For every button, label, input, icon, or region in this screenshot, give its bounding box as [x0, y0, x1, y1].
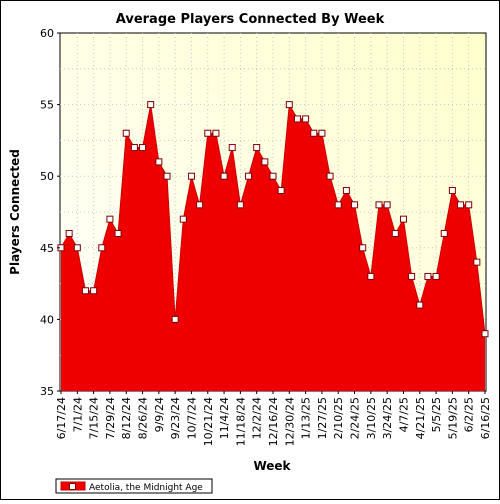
x-tick-label: 10/7/24 — [185, 397, 198, 439]
data-point-marker — [342, 187, 350, 195]
x-tick-label: 1/27/25 — [316, 397, 329, 439]
legend-marker-icon — [69, 483, 76, 490]
x-tick-label: 5/19/25 — [446, 397, 459, 439]
data-point-marker — [481, 330, 489, 338]
data-point-marker — [440, 229, 448, 237]
x-tick-label: 12/16/24 — [267, 397, 280, 446]
data-point-marker — [326, 172, 334, 180]
x-axis-label: Week — [253, 459, 291, 473]
data-point-marker — [383, 201, 391, 209]
data-point-marker — [285, 101, 293, 109]
data-point-marker — [465, 201, 473, 209]
data-point-marker — [351, 201, 359, 209]
x-tick-label: 11/4/24 — [218, 397, 231, 439]
data-point-marker — [253, 144, 261, 152]
y-tick-label: 35 — [40, 385, 54, 398]
x-tick-label: 12/30/24 — [283, 397, 296, 446]
data-point-marker — [122, 129, 130, 137]
data-point-marker — [73, 244, 81, 252]
x-tick-label: 6/2/25 — [463, 397, 476, 432]
data-point-marker — [90, 287, 98, 295]
data-point-marker — [220, 172, 228, 180]
x-tick-label: 2/24/25 — [349, 397, 362, 439]
y-axis-label: Players Connected — [8, 149, 22, 275]
series-layer — [57, 101, 489, 391]
x-tick-label: 8/26/24 — [137, 397, 150, 439]
y-tick-label: 40 — [40, 313, 54, 326]
data-point-marker — [334, 201, 342, 209]
x-tick-label: 6/16/25 — [479, 397, 492, 439]
data-point-marker — [432, 272, 440, 280]
data-point-marker — [448, 187, 456, 195]
data-point-marker — [98, 244, 106, 252]
data-point-marker — [171, 315, 179, 323]
x-tick-label: 4/21/25 — [414, 397, 427, 439]
data-point-marker — [302, 115, 310, 123]
data-point-marker — [147, 101, 155, 109]
y-tick-label: 55 — [40, 99, 54, 112]
data-point-marker — [106, 215, 114, 223]
x-tick-label: 7/1/24 — [71, 397, 84, 432]
legend-box — [55, 478, 213, 494]
x-tick-label: 12/2/24 — [251, 397, 264, 439]
x-tick-label: 3/10/25 — [365, 397, 378, 439]
data-point-marker — [245, 172, 253, 180]
data-point-marker — [293, 115, 301, 123]
data-point-marker — [457, 201, 465, 209]
x-tick-label: 11/18/24 — [234, 397, 247, 446]
data-point-marker — [81, 287, 89, 295]
x-tick-label: 5/5/25 — [430, 397, 443, 432]
data-point-marker — [318, 129, 326, 137]
data-point-marker — [196, 201, 204, 209]
legend-label: Aetolia, the Midnight Age — [89, 483, 203, 493]
x-tick-label: 6/17/24 — [55, 397, 68, 439]
chart-title: Average Players Connected By Week — [116, 12, 385, 27]
data-point-marker — [375, 201, 383, 209]
x-tick-label: 8/12/24 — [120, 397, 133, 439]
x-tick-label: 3/24/25 — [381, 397, 394, 439]
x-tick-label: 1/13/25 — [300, 397, 313, 439]
x-tick-label: 7/15/24 — [88, 397, 101, 439]
data-point-marker — [473, 258, 481, 266]
x-tick-label: 9/23/24 — [169, 397, 182, 439]
data-point-marker — [179, 215, 187, 223]
data-point-marker — [424, 272, 432, 280]
x-tick-label: 2/10/25 — [332, 397, 345, 439]
y-tick-label: 60 — [40, 27, 54, 40]
data-point-marker — [139, 144, 147, 152]
data-point-marker — [228, 144, 236, 152]
x-tick-label: 10/21/24 — [202, 397, 215, 446]
data-point-marker — [277, 187, 285, 195]
data-point-marker — [130, 144, 138, 152]
data-point-marker — [65, 229, 73, 237]
y-tick-label: 45 — [40, 242, 54, 255]
data-point-marker — [236, 201, 244, 209]
data-point-marker — [155, 158, 163, 166]
data-point-marker — [114, 229, 122, 237]
data-point-marker — [399, 215, 407, 223]
data-point-marker — [261, 158, 269, 166]
legend: Aetolia, the Midnight Age — [55, 478, 213, 494]
data-point-marker — [416, 301, 424, 309]
data-point-marker — [204, 129, 212, 137]
x-tick-label: 7/29/24 — [104, 397, 117, 439]
x-tick-label: 4/7/25 — [397, 397, 410, 432]
data-point-marker — [269, 172, 277, 180]
data-point-marker — [163, 172, 171, 180]
data-point-marker — [187, 172, 195, 180]
data-point-marker — [367, 272, 375, 280]
data-point-marker — [310, 129, 318, 137]
data-point-marker — [391, 229, 399, 237]
data-point-marker — [408, 272, 416, 280]
y-tick-label: 50 — [40, 170, 54, 183]
data-point-marker — [212, 129, 220, 137]
x-tick-label: 9/9/24 — [153, 397, 166, 432]
data-point-marker — [359, 244, 367, 252]
